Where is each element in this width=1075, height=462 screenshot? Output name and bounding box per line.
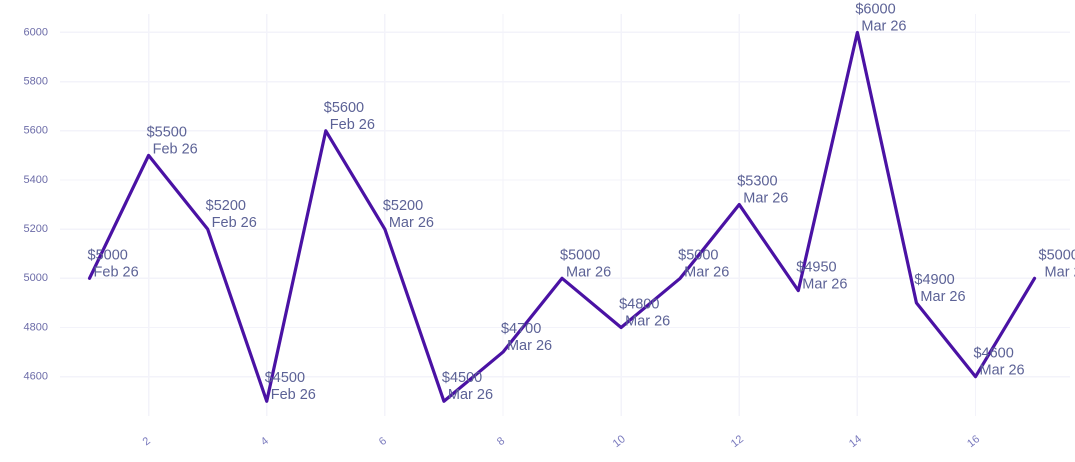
vertical-gridlines	[147, 14, 977, 416]
data-point-date: Feb 26	[271, 387, 316, 403]
data-point-value: $5000	[560, 247, 600, 263]
data-point-value: $4950	[796, 260, 836, 276]
data-point-date: Mar 26	[507, 338, 552, 354]
data-point-value: $5000	[678, 247, 718, 263]
y-axis-tick-label: 5200	[24, 223, 48, 235]
data-point-value: $5500	[147, 124, 187, 140]
data-point-value: $5000	[88, 247, 128, 263]
data-point-date: Mar 26	[979, 363, 1024, 379]
data-point-date: Mar 26	[566, 264, 611, 280]
x-axis-tick-label: 16	[965, 433, 982, 450]
data-point-date: Feb 26	[153, 141, 198, 157]
data-point-value: $5200	[383, 198, 423, 214]
data-point-value: $4700	[501, 321, 541, 337]
data-point-value: $5000	[1039, 247, 1075, 263]
data-point-date: Mar 26	[625, 313, 670, 329]
data-point-date: Feb 26	[212, 215, 257, 231]
x-axis-tick-label: 8	[495, 435, 507, 448]
y-axis-tick-labels: 4600 4800 5000 5200 5400 5600 5800 6000	[24, 26, 48, 382]
y-axis-tick-label: 4800	[24, 321, 48, 333]
y-axis-tick-label: 5800	[24, 76, 48, 88]
y-axis-tick-label: 6000	[24, 26, 48, 38]
y-axis-tick-label: 5600	[24, 125, 48, 137]
x-axis-tick-labels: 2 4 6 8 10 12 14 16	[141, 433, 983, 450]
data-point-value: $5600	[324, 100, 364, 116]
y-axis-tick-label: 5000	[24, 272, 48, 284]
data-point-date: Feb 26	[330, 117, 375, 133]
data-point-date: Mar 26	[389, 215, 434, 231]
data-point-value: $4800	[619, 296, 659, 312]
series-line-path	[87, 30, 1037, 403]
x-axis-tick-label: 10	[611, 433, 628, 450]
x-axis-tick-label: 6	[377, 435, 389, 448]
data-point-value: $5300	[737, 174, 777, 190]
data-point-date: Mar 26	[920, 289, 965, 305]
data-point-date: Mar 26	[1045, 264, 1075, 280]
data-point-date: Feb 26	[94, 264, 139, 280]
data-point-value: $4500	[265, 370, 305, 386]
data-point-value: $6000	[855, 1, 895, 17]
x-axis-tick-label: 4	[259, 435, 271, 448]
data-point-date: Mar 26	[802, 277, 847, 293]
data-point-value: $4600	[973, 346, 1013, 362]
data-point-value: $5200	[206, 198, 246, 214]
horizontal-gridlines	[60, 31, 1070, 378]
data-point-value: $4900	[914, 272, 954, 288]
data-point-date: Mar 26	[684, 264, 729, 280]
data-point-date: Mar 26	[743, 191, 788, 207]
y-axis-tick-label: 4600	[24, 371, 48, 383]
x-axis-tick-label: 14	[847, 433, 864, 450]
y-axis-tick-label: 5400	[24, 174, 48, 186]
data-point-date: Mar 26	[448, 387, 493, 403]
x-axis-tick-label: 2	[141, 435, 153, 448]
data-point-date: Mar 26	[861, 18, 906, 34]
x-axis-tick-label: 12	[729, 433, 746, 450]
data-point-value: $4500	[442, 370, 482, 386]
